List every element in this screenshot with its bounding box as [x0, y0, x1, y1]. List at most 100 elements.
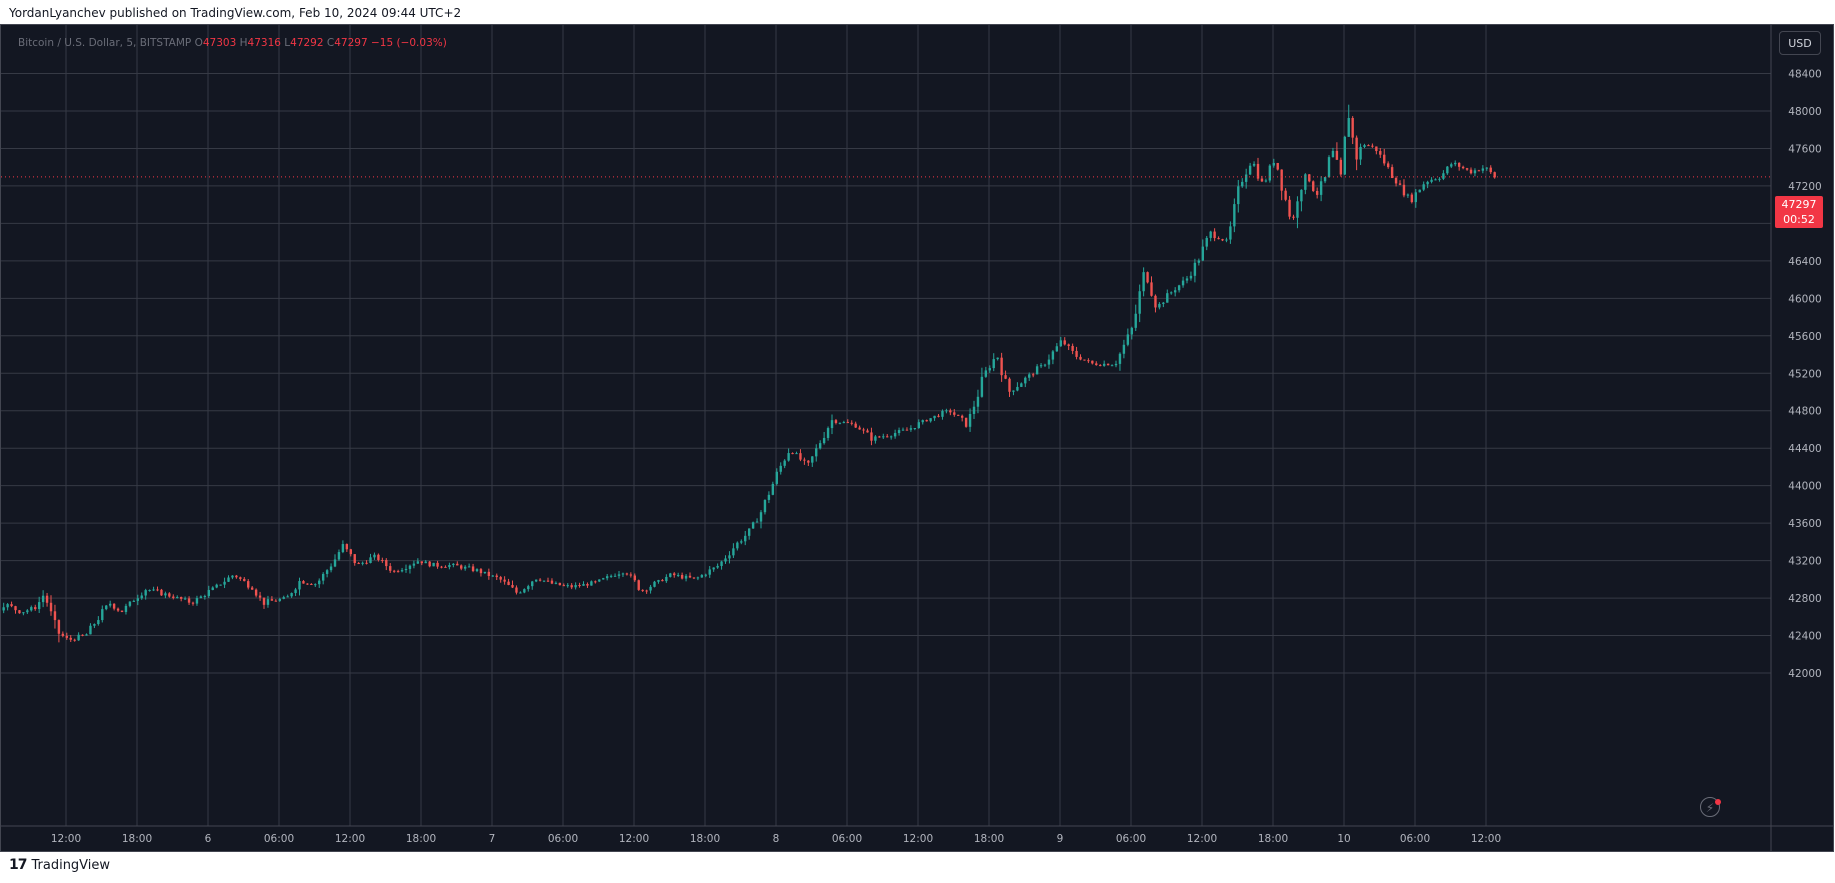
- candle-body: [1252, 163, 1256, 166]
- candle-body: [1347, 117, 1350, 137]
- candle-body: [933, 415, 936, 419]
- candle-body: [1063, 340, 1066, 345]
- candle-body: [1323, 177, 1327, 182]
- candle-body: [842, 422, 846, 424]
- candle-body: [396, 571, 400, 573]
- candle-body: [1248, 165, 1252, 175]
- candle-body: [988, 368, 991, 371]
- candle-body: [85, 634, 88, 636]
- candle-body: [1099, 365, 1102, 367]
- candle-body: [41, 595, 45, 603]
- candle-body: [811, 456, 814, 463]
- candle-body: [1284, 190, 1287, 200]
- tradingview-logo-icon: 𝟭7: [9, 857, 28, 873]
- candle-body: [649, 586, 652, 591]
- low-value: 47292: [290, 37, 324, 49]
- candle-body: [684, 575, 688, 579]
- y-tick-label: 44400: [1788, 443, 1821, 455]
- y-tick-label: 45600: [1788, 331, 1821, 343]
- candle-body: [183, 598, 187, 600]
- x-tick-label: 06:00: [548, 833, 578, 845]
- candle-body: [1241, 181, 1244, 187]
- candle-body: [1280, 169, 1283, 191]
- candle-body: [1189, 275, 1193, 279]
- candle-body: [511, 584, 514, 588]
- chart-pane[interactable]: 42000 42400 42800 43200 43600 44000 44400 44800…: [0, 24, 1834, 852]
- candle-body: [1075, 350, 1078, 357]
- candle-body: [333, 559, 337, 567]
- candle-body: [720, 561, 723, 566]
- candle-body: [1359, 146, 1362, 160]
- candle-body: [1067, 344, 1070, 346]
- candle-body: [759, 512, 763, 522]
- candle-body: [905, 429, 909, 431]
- candle-body: [1051, 351, 1055, 360]
- candle-body: [61, 633, 65, 636]
- candle-body: [574, 585, 577, 588]
- candle-body: [353, 554, 356, 564]
- candle-body: [1130, 327, 1133, 335]
- candle-body: [554, 582, 558, 584]
- candle-body: [211, 587, 214, 590]
- candle-body: [65, 635, 68, 638]
- x-tick-label: 9: [1057, 833, 1064, 845]
- candle-body: [1430, 179, 1433, 182]
- candle-body: [972, 406, 976, 414]
- candle-body: [1154, 295, 1157, 308]
- lightning-icon[interactable]: ⚡: [1700, 797, 1720, 817]
- candle-body: [357, 563, 360, 565]
- candle-body: [676, 574, 680, 576]
- candle-body: [294, 589, 297, 594]
- candle-body: [1142, 272, 1145, 292]
- candle-body: [1446, 166, 1449, 174]
- candle-body: [870, 432, 873, 441]
- symbol-label[interactable]: Bitcoin / U.S. Dollar, 5, BITSTAMP: [18, 37, 192, 49]
- candle-body: [1442, 173, 1445, 179]
- candle-body: [389, 566, 392, 571]
- candle-body: [57, 620, 61, 634]
- candle-body: [428, 561, 431, 567]
- candle-body: [1383, 154, 1386, 164]
- candle-body: [53, 611, 57, 621]
- candle-body: [89, 625, 92, 635]
- candle-body: [286, 596, 289, 598]
- candle-body: [385, 560, 388, 567]
- candle-body: [688, 575, 692, 578]
- candle-body: [878, 436, 881, 438]
- x-tick-label: 12:00: [1187, 833, 1217, 845]
- candle-body: [243, 578, 246, 582]
- candle-body: [1438, 178, 1441, 180]
- candle-body: [1379, 151, 1382, 155]
- currency-button[interactable]: USD: [1779, 31, 1821, 55]
- candle-body: [116, 608, 120, 611]
- candle-body: [432, 562, 435, 567]
- candle-body: [763, 499, 767, 513]
- candle-body: [73, 639, 76, 641]
- footer-brand[interactable]: 𝟭7 TradingView: [9, 857, 110, 873]
- candle-body: [310, 583, 313, 585]
- candle-body: [495, 575, 498, 578]
- candles: [2, 104, 1496, 643]
- candle-body: [917, 422, 920, 428]
- candle-body: [1020, 383, 1023, 387]
- candle-body: [1091, 360, 1094, 364]
- candle-body: [507, 581, 510, 585]
- candle-body: [909, 428, 913, 430]
- candle-body: [834, 420, 838, 423]
- candle-body: [270, 599, 274, 601]
- candle-body: [471, 566, 475, 572]
- candle-body: [1110, 365, 1114, 367]
- candle-body: [665, 576, 668, 582]
- price-chart[interactable]: 42000 42400 42800 43200 43600 44000 44400 44800…: [1, 25, 1834, 852]
- candle-body: [767, 494, 771, 500]
- open-value: 47303: [202, 37, 237, 49]
- candle-body: [874, 436, 877, 441]
- y-tick-label: 47600: [1788, 143, 1821, 155]
- x-tick-label: 6: [205, 833, 212, 845]
- candle-body: [408, 565, 412, 569]
- candle-body: [515, 587, 518, 593]
- candle-body: [1371, 145, 1374, 147]
- candle-body: [523, 589, 526, 593]
- y-tick-label: 44800: [1788, 406, 1821, 418]
- candle-body: [1122, 344, 1126, 354]
